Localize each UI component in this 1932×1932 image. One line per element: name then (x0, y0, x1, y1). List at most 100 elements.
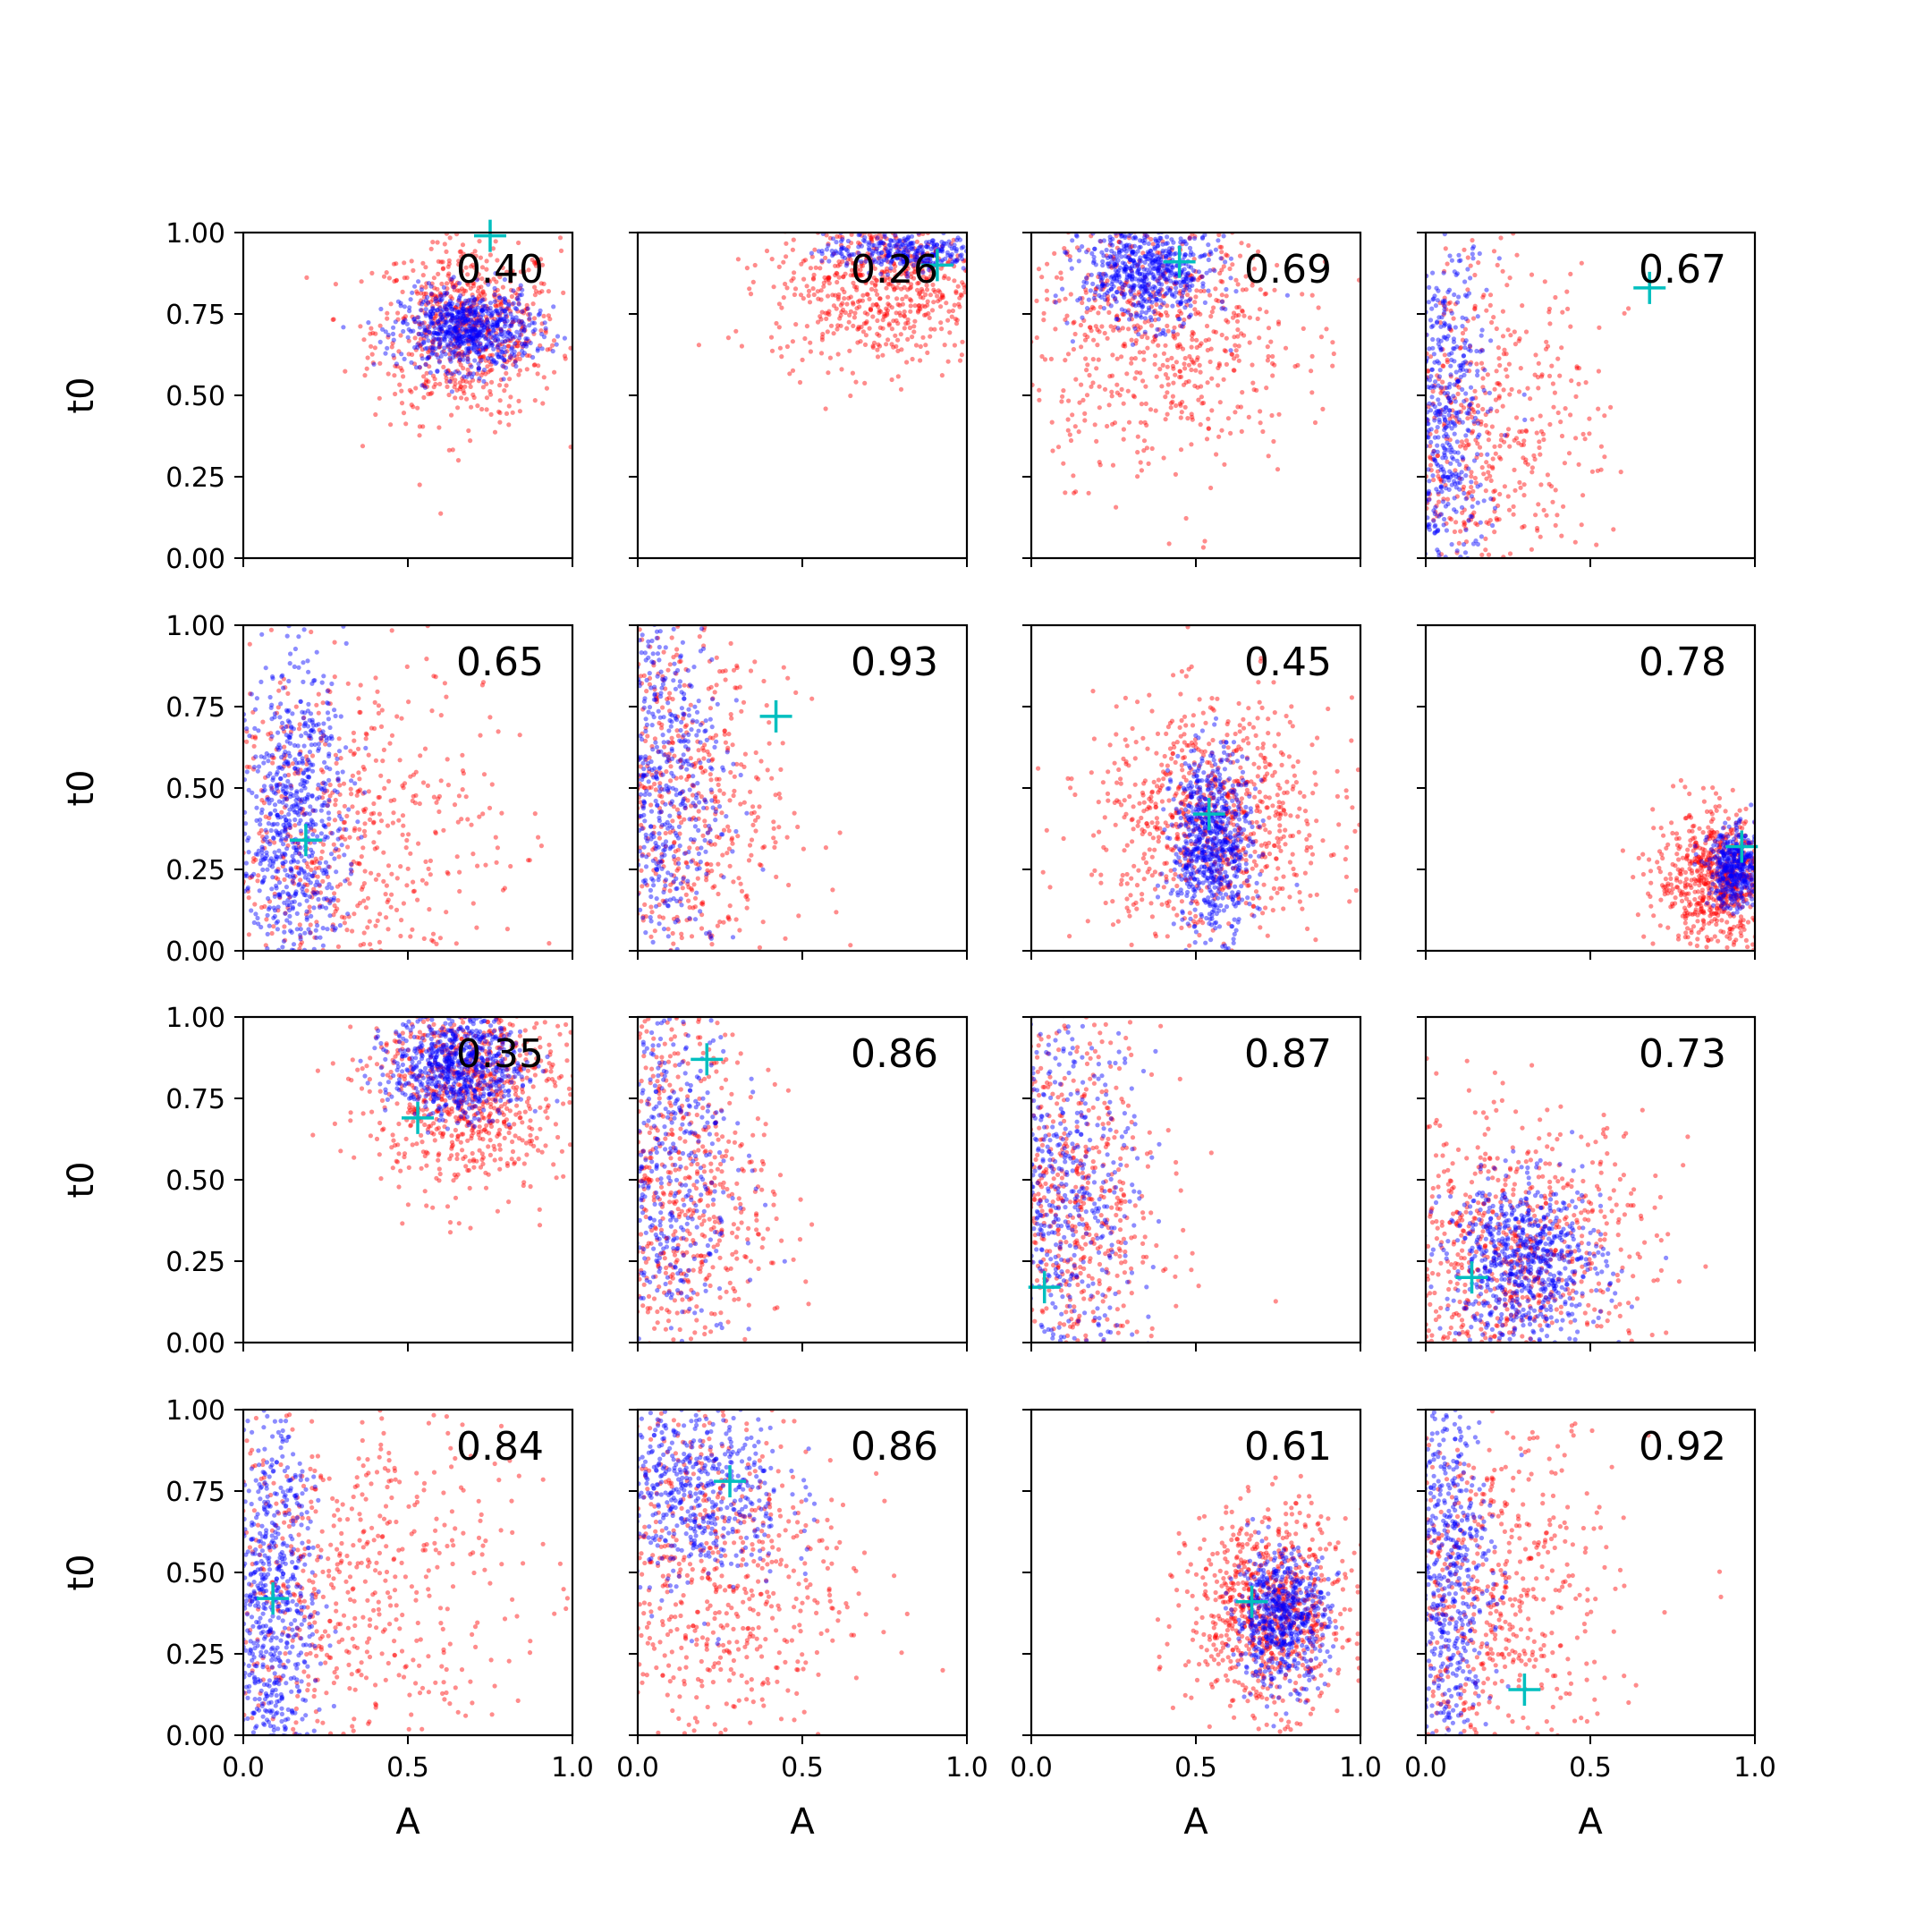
red-series-point (250, 859, 256, 864)
red-series-point (1117, 393, 1123, 398)
red-series-point (880, 274, 886, 279)
red-series-point (477, 814, 482, 819)
blue-series-point (520, 309, 525, 314)
red-series-point (864, 277, 869, 283)
blue-series-point (503, 311, 509, 317)
red-series-point (838, 302, 843, 308)
red-series-point (1243, 274, 1249, 279)
red-series-point (925, 242, 931, 247)
red-series-point (383, 892, 388, 897)
blue-series-point (1131, 294, 1138, 300)
red-series-point (1428, 354, 1434, 360)
red-series-point (491, 276, 496, 282)
red-series-point (1160, 272, 1165, 278)
blue-series-point (1426, 488, 1432, 494)
blue-series-point (1146, 270, 1151, 275)
blue-series-point (1101, 238, 1106, 243)
red-series-point (461, 292, 466, 297)
blue-series-point (1075, 298, 1080, 303)
red-series-point (1460, 330, 1466, 336)
blue-series-point (1130, 274, 1135, 279)
red-series-point (272, 840, 277, 845)
red-series-point (935, 299, 941, 304)
red-series-point (1452, 395, 1457, 401)
blue-series-point (345, 911, 351, 917)
red-series-point (466, 428, 471, 434)
red-series-point (1498, 456, 1504, 462)
blue-series-point (1171, 240, 1176, 245)
red-series-point (1300, 292, 1305, 297)
blue-series-point (341, 325, 346, 330)
blue-series-point (877, 256, 882, 261)
red-series-point (1145, 283, 1151, 288)
blue-series-point (550, 349, 555, 354)
red-series-point (1130, 285, 1135, 291)
blue-series-point (1123, 253, 1128, 259)
blue-series-point (1223, 307, 1228, 312)
red-series-point (835, 233, 840, 239)
red-series-point (430, 292, 436, 298)
red-series-point (947, 257, 953, 262)
red-series-point (1170, 394, 1175, 399)
red-series-point (897, 247, 902, 252)
red-series-point (245, 888, 251, 894)
red-series-point (928, 266, 933, 271)
red-series-point (298, 942, 303, 947)
blue-series-point (452, 328, 457, 334)
red-series-point (448, 279, 453, 284)
blue-series-point (416, 315, 421, 320)
red-series-point (1472, 272, 1478, 278)
red-series-point (369, 326, 374, 331)
red-series-point (809, 254, 815, 259)
blue-series-point (1438, 338, 1444, 343)
blue-series-point (508, 336, 513, 342)
blue-series-point (378, 306, 384, 312)
blue-series-point (1167, 250, 1173, 255)
red-series-point (415, 315, 420, 320)
red-series-point (859, 233, 865, 238)
red-series-point (1440, 389, 1445, 394)
red-series-point (874, 278, 880, 284)
red-series-point (325, 874, 331, 879)
red-series-point (828, 323, 835, 328)
blue-series-point (1129, 284, 1134, 290)
red-series-point (881, 278, 887, 284)
red-series-point (420, 780, 427, 785)
red-series-point (395, 310, 401, 316)
blue-series-point (506, 301, 512, 307)
red-series-point (1096, 274, 1101, 279)
red-series-point (1465, 491, 1470, 496)
red-series-point (918, 358, 923, 363)
red-series-point (355, 789, 360, 794)
red-series-point (499, 309, 505, 315)
blue-series-point (1114, 269, 1121, 275)
red-series-point (1202, 538, 1208, 544)
red-series-point (292, 881, 297, 886)
red-series-point (428, 292, 434, 298)
blue-series-point (474, 350, 479, 355)
red-series-point (527, 353, 532, 359)
red-series-point (258, 904, 265, 911)
red-series-point (351, 859, 356, 864)
red-series-point (453, 395, 458, 401)
red-series-point (318, 903, 323, 909)
red-series-point (326, 688, 331, 693)
red-series-point (470, 262, 476, 267)
red-series-point (1258, 409, 1263, 414)
blue-series-point (1434, 409, 1439, 414)
blue-series-point (464, 332, 470, 337)
red-series-point (852, 267, 858, 273)
blue-series-point (366, 320, 371, 326)
blue-series-point (1131, 249, 1136, 254)
red-series-point (1204, 323, 1210, 329)
red-series-point (1465, 443, 1470, 448)
blue-series-point (1438, 467, 1444, 472)
red-series-point (532, 811, 538, 817)
blue-series-point (394, 361, 399, 367)
blue-series-point (496, 354, 502, 360)
red-series-point (463, 265, 469, 270)
blue-series-point (486, 320, 491, 326)
red-series-point (889, 342, 894, 347)
red-series-point (1053, 326, 1058, 332)
blue-series-point (1172, 251, 1177, 257)
